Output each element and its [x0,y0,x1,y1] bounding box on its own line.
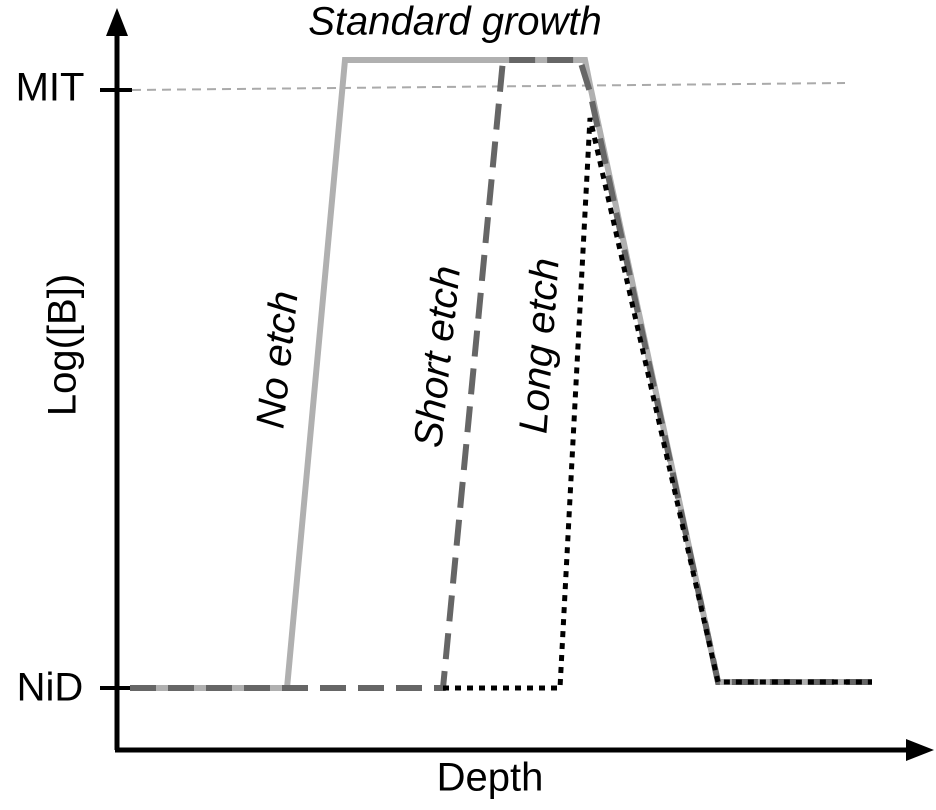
y-axis-label: Log([B]) [41,274,85,416]
nid-label: NiD [17,666,84,710]
long-etch-curve [443,117,872,691]
short-etch-label: Short etch [406,264,469,450]
long-etch-label: Long etch [511,257,567,435]
no-etch-curve [130,57,872,691]
mit-reference-line [131,82,846,91]
y-axis-arrow [106,8,128,36]
x-axis-label: Depth [437,756,544,800]
no-etch-label: No etch [248,289,306,431]
short-etch-curve [130,57,872,691]
title: Standard growth [308,0,602,44]
x-axis-arrow [906,739,934,761]
mit-label: MIT [16,66,85,110]
